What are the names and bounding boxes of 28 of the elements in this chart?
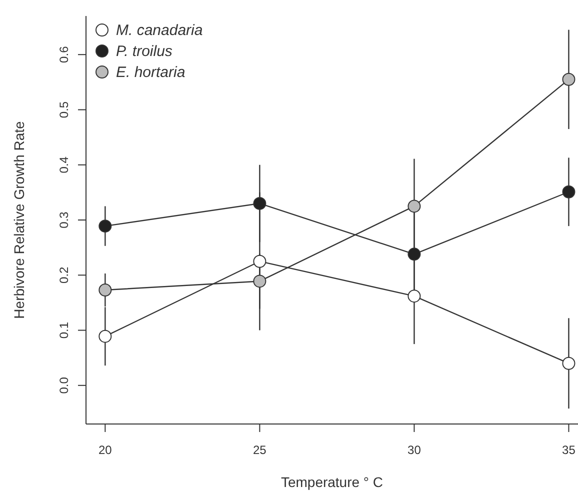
x-tick-label: 20 (98, 443, 112, 457)
point (253, 196, 266, 210)
x-tick-label: 30 (408, 443, 422, 457)
point (562, 185, 576, 198)
point (408, 200, 421, 213)
y-tick-label: 0.4 (57, 156, 71, 174)
y-tick-label: 0.3 (57, 211, 71, 228)
x-axis-title: Temperature ° C (280, 474, 384, 490)
y-tick-label: 0.0 (57, 376, 71, 394)
x-tick-label: 35 (562, 443, 576, 457)
point (253, 254, 266, 268)
point (562, 72, 576, 86)
point (98, 284, 112, 297)
y-tick-label: 0.1 (57, 322, 71, 339)
y-tick-label: 0.6 (57, 46, 71, 63)
point (98, 330, 112, 343)
y-tick-label: 0.2 (57, 266, 71, 284)
x-tick-label: 25 (253, 443, 267, 457)
point (253, 274, 266, 288)
y-tick-label: 0.5 (57, 101, 71, 118)
point (562, 356, 576, 370)
legend-label: P. troilus (116, 43, 173, 60)
point (408, 248, 421, 261)
legend-label: E. hortaria (116, 64, 186, 81)
legend-label: M. canadaria (116, 22, 203, 39)
point (98, 220, 112, 233)
y-axis-title: Herbivore Relative Growth Rate (11, 120, 27, 319)
point (408, 290, 421, 303)
